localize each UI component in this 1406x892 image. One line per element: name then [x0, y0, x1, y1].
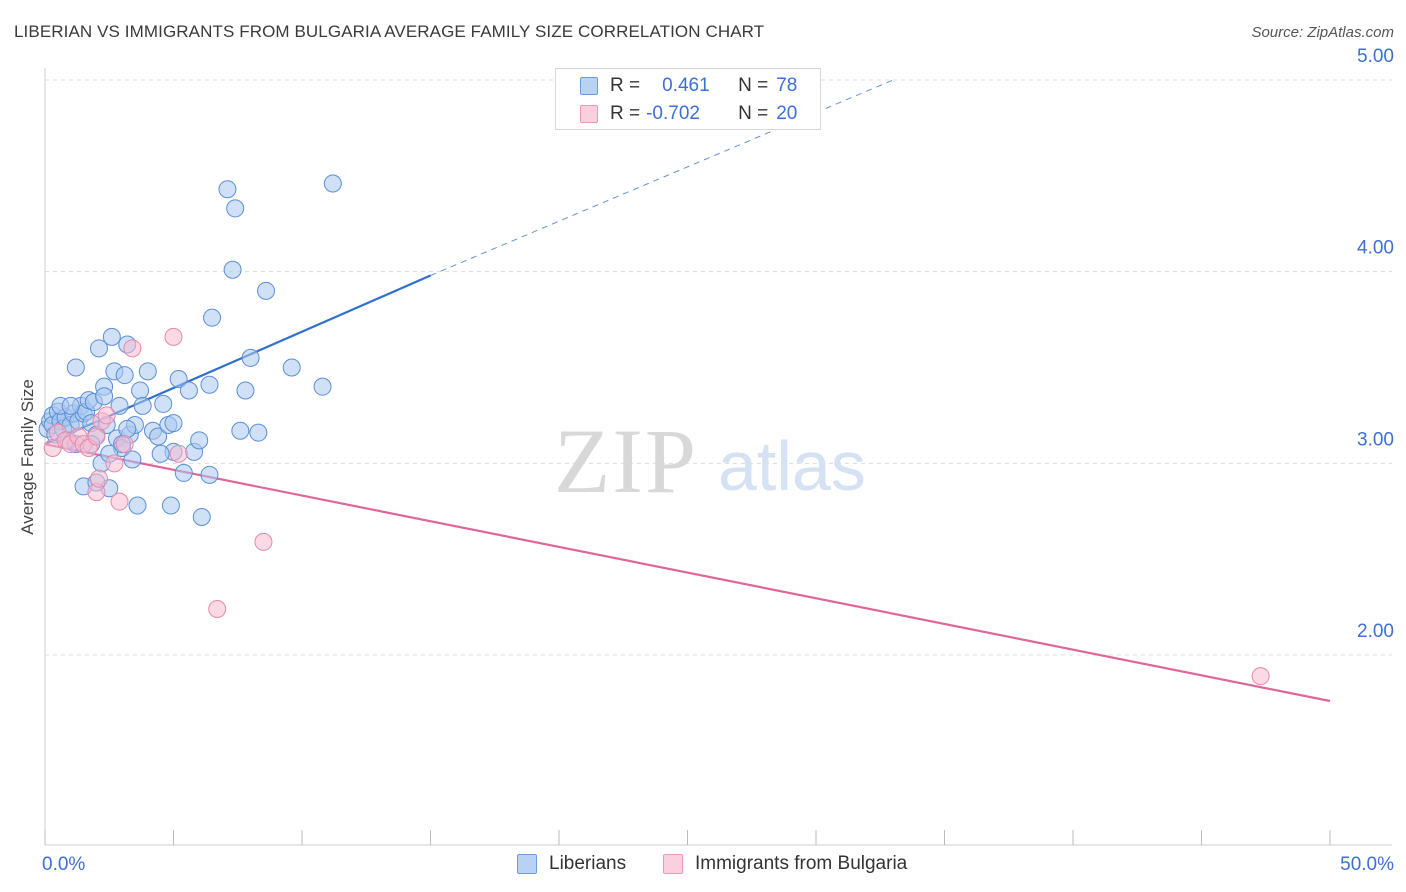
y-tick-label: 5.00 [1357, 46, 1394, 67]
point-bulgaria [169, 444, 188, 463]
point-liberians [115, 366, 134, 385]
point-liberians [154, 394, 173, 413]
point-liberians [179, 381, 198, 400]
trendline-bulgaria [44, 443, 1331, 703]
legend-r-value: -0.702 [646, 103, 700, 124]
point-liberians [190, 431, 209, 450]
y-tick-label: 4.00 [1357, 238, 1394, 259]
point-liberians [110, 396, 129, 415]
bottom-legend-label-liberians: Liberians [549, 853, 627, 874]
bottom-legend-liberians: Liberians [517, 851, 626, 877]
grid-lines [45, 79, 1392, 656]
point-bulgaria [208, 600, 227, 618]
point-liberians [174, 463, 193, 482]
data-points [38, 174, 1270, 686]
axes [44, 68, 1392, 846]
y-tick-label: 3.00 [1357, 429, 1394, 450]
watermark: ZIP atlas [554, 410, 866, 512]
point-bulgaria [254, 532, 273, 551]
point-bulgaria [1251, 667, 1270, 686]
point-liberians [192, 508, 211, 526]
legend-swatch-bulgaria [580, 105, 598, 123]
legend-r-value: 0.461 [662, 75, 710, 96]
y-axis-label: Average Family Size [18, 379, 37, 535]
source-label: Source: ZipAtlas.com [1251, 24, 1394, 41]
watermark-zip: ZIP [554, 410, 698, 512]
chart-title: LIBERIAN VS IMMIGRANTS FROM BULGARIA AVE… [14, 22, 765, 41]
legend-r-label: R = [610, 75, 641, 96]
point-liberians [218, 180, 237, 199]
point-bulgaria [97, 406, 116, 425]
point-liberians [95, 387, 114, 406]
point-bulgaria [87, 427, 106, 446]
legend-swatch-liberians [580, 77, 598, 95]
bottom-swatch-liberians [517, 854, 537, 874]
point-liberians [128, 496, 147, 515]
point-bulgaria [105, 454, 124, 473]
point-bulgaria [115, 435, 134, 454]
point-liberians [200, 375, 219, 394]
x-tick-label: 50.0% [1340, 854, 1394, 875]
point-liberians [323, 174, 342, 193]
point-liberians [151, 444, 170, 463]
legend-n-label: N = [738, 103, 769, 124]
point-liberians [236, 381, 255, 400]
point-liberians [231, 421, 250, 440]
point-liberians [118, 419, 137, 438]
point-liberians [241, 348, 260, 367]
point-bulgaria [110, 492, 129, 511]
point-liberians [61, 396, 80, 415]
legend-n-label: N = [738, 75, 769, 96]
point-liberians [123, 450, 142, 469]
legend-n-value: 20 [776, 103, 798, 124]
tick-labels: 2.00 3.00 4.00 5.00 0.0% 50.0% [42, 46, 1394, 875]
bottom-legend-bulgaria: Immigrants from Bulgaria [663, 851, 907, 877]
point-liberians [257, 281, 276, 300]
point-liberians [282, 358, 301, 377]
legend-row-bulgaria: R = -0.702 N = 20 [580, 100, 797, 128]
bottom-swatch-bulgaria [663, 854, 683, 874]
point-liberians [249, 423, 268, 442]
legend-n-value: 78 [776, 75, 798, 96]
point-liberians [161, 496, 180, 515]
point-liberians [223, 260, 242, 279]
watermark-atlas: atlas [718, 427, 866, 505]
stats-legend: R = 0.461 N = 78 R = -0.702 N = 20 [555, 68, 821, 130]
point-liberians [131, 381, 150, 400]
point-liberians [149, 427, 168, 446]
y-tick-label: 2.00 [1357, 621, 1394, 642]
x-tick-label: 0.0% [42, 854, 85, 875]
point-liberians [164, 414, 183, 433]
point-liberians [203, 308, 222, 327]
point-liberians [102, 327, 121, 346]
legend-row-liberians: R = 0.461 N = 78 [580, 72, 797, 100]
point-bulgaria [164, 327, 183, 346]
legend-r-label: R = [610, 103, 641, 124]
bottom-legend-label-bulgaria: Immigrants from Bulgaria [695, 853, 908, 874]
point-liberians [89, 339, 108, 358]
point-liberians [138, 362, 157, 381]
point-liberians [226, 199, 245, 218]
point-liberians [200, 465, 219, 484]
point-liberians [133, 396, 152, 415]
point-liberians [313, 377, 332, 396]
point-liberians [169, 370, 188, 388]
point-liberians [66, 358, 85, 377]
point-bulgaria [123, 339, 142, 358]
point-bulgaria [89, 469, 108, 488]
